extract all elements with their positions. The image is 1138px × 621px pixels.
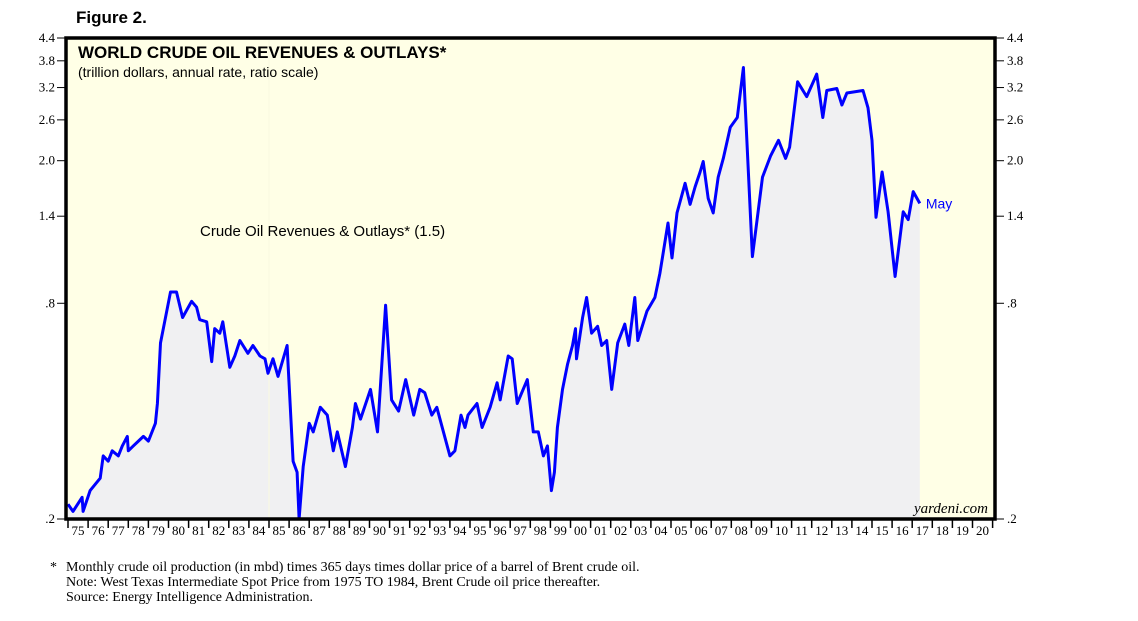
x-tick-label: 00 (574, 523, 587, 538)
x-tick-label: 99 (554, 523, 567, 538)
x-tick-label: 06 (695, 523, 709, 538)
x-tick-label: 79 (152, 523, 165, 538)
x-tick-label: 15 (876, 523, 889, 538)
y-axis-left: 4.4 3.8 3.2 2.6 2.0 1.4 .8 .2 (39, 30, 66, 526)
chart-title: WORLD CRUDE OIL REVENUES & OUTLAYS* (78, 43, 447, 62)
footnotes: * Monthly crude oil production (in mbd) t… (50, 560, 639, 605)
x-tick-label: 75 (72, 523, 85, 538)
y-tick-label-left: .2 (45, 511, 55, 526)
x-tick-label: 92 (413, 523, 426, 538)
y-axis-right: 4.4 3.8 3.2 2.6 2.0 1.4 .8 .2 (995, 30, 1024, 526)
x-tick-label: 13 (835, 523, 848, 538)
chart: 4.4 3.8 3.2 2.6 2.0 1.4 .8 .2 4.4 3.8 3.2 2.6 2.0 1.… (39, 30, 1024, 538)
x-tick-label: 16 (896, 523, 910, 538)
x-tick-label: 88 (333, 523, 346, 538)
x-axis: 75 76 77 78 79 80 81 82 83 84 85 86 87 88 89 90 91 92 93 94… (67, 519, 994, 538)
footnote-marker: * (50, 560, 57, 575)
x-tick-label: 20 (976, 523, 989, 538)
x-tick-label: 89 (353, 523, 366, 538)
area-fill (68, 67, 920, 519)
y-tick-label-left: 1.4 (39, 208, 56, 223)
x-tick-label: 83 (232, 523, 245, 538)
y-tick-label-left: .8 (45, 295, 55, 310)
x-tick-label: 85 (273, 523, 286, 538)
series-annotation: Crude Oil Revenues & Outlays* (1.5) (200, 223, 445, 240)
x-tick-label: 97 (514, 523, 528, 538)
x-tick-label: 08 (735, 523, 748, 538)
chart-subtitle: (trillion dollars, annual rate, ratio sc… (78, 64, 318, 80)
footnote-definition: Monthly crude oil production (in mbd) ti… (66, 560, 640, 575)
y-tick-label-left: 4.4 (39, 30, 56, 45)
y-tick-label-left: 3.2 (39, 80, 55, 95)
x-tick-label: 84 (252, 523, 266, 538)
y-tick-label-right: 2.6 (1007, 112, 1024, 127)
x-tick-label: 05 (675, 523, 688, 538)
y-tick-label-right: 2.0 (1007, 153, 1023, 168)
x-tick-label: 90 (373, 523, 386, 538)
x-tick-label: 09 (755, 523, 768, 538)
x-tick-label: 91 (393, 523, 406, 538)
x-tick-label: 12 (815, 523, 828, 538)
x-tick-label: 11 (795, 523, 808, 538)
x-tick-label: 04 (654, 523, 668, 538)
x-tick-label: 78 (132, 523, 145, 538)
y-tick-label-right: 4.4 (1007, 30, 1024, 45)
x-tick-label: 87 (313, 523, 327, 538)
x-tick-label: 77 (112, 523, 126, 538)
x-tick-label: 01 (594, 523, 607, 538)
x-tick-label: 19 (956, 523, 969, 538)
x-tick-label: 02 (614, 523, 627, 538)
x-tick-label: 98 (534, 523, 547, 538)
figure-label: Figure 2. (76, 8, 147, 27)
x-tick-label: 07 (715, 523, 729, 538)
y-tick-label-left: 3.8 (39, 53, 55, 68)
x-tick-label: 76 (92, 523, 106, 538)
x-tick-label: 93 (433, 523, 446, 538)
series-line (66, 66, 922, 521)
y-tick-label-left: 2.0 (39, 153, 55, 168)
footnote-source: Source: Energy Intelligence Administrati… (66, 590, 314, 605)
x-tick-label: 14 (855, 523, 869, 538)
y-tick-label-right: .2 (1007, 511, 1017, 526)
x-tick-label: 03 (634, 523, 647, 538)
x-tick-label: 95 (474, 523, 487, 538)
y-tick-label-left: 2.6 (39, 112, 56, 127)
x-tick-label: 17 (916, 523, 930, 538)
x-tick-label: 80 (172, 523, 185, 538)
y-tick-label-right: 3.8 (1007, 53, 1023, 68)
x-tick-label: 94 (453, 523, 467, 538)
y-tick-label-right: .8 (1007, 295, 1017, 310)
x-tick-label: 82 (212, 523, 225, 538)
y-tick-label-right: 3.2 (1007, 80, 1023, 95)
end-date-label: May (926, 195, 952, 211)
watermark: yardeni.com (912, 501, 988, 517)
x-tick-label: 10 (775, 523, 788, 538)
x-tick-label: 18 (936, 523, 949, 538)
x-tick-label: 86 (293, 523, 307, 538)
x-tick-label: 81 (192, 523, 205, 538)
x-tick-label: 96 (494, 523, 508, 538)
y-tick-label-right: 1.4 (1007, 208, 1024, 223)
footnote-note: Note: West Texas Intermediate Spot Price… (66, 575, 601, 590)
